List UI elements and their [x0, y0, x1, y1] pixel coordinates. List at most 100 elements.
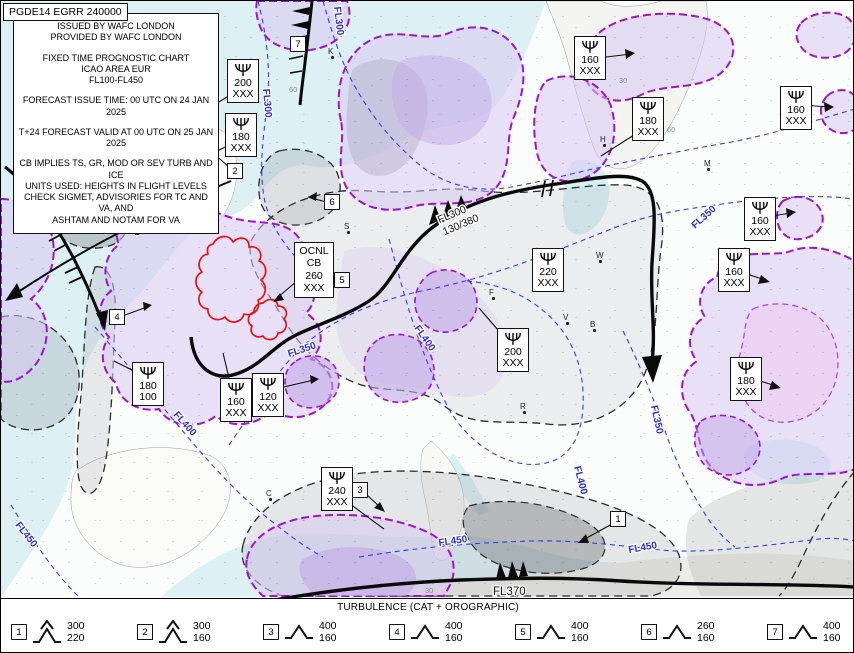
mtw-base-level: XXX [225, 407, 247, 420]
legend-base-level: 160 [697, 632, 715, 645]
mountain-wave-icon [752, 201, 768, 214]
flight-level-label: FL450 [438, 534, 469, 549]
location-dot [331, 56, 334, 59]
mtw-base-level: XXX [579, 65, 601, 78]
mountain-wave-icon [228, 382, 244, 395]
mtw-east-small-a [819, 89, 853, 135]
mtw-base-level: XXX [749, 226, 771, 239]
location-marker: C [266, 489, 272, 501]
flight-level-label: FL300 [331, 6, 345, 36]
pointer-arrowheads [143, 49, 834, 543]
mountain-wave-box: 200 XXX [227, 59, 259, 103]
graticule-number: 60 [667, 125, 676, 134]
mountain-wave-box: 180 XXX [225, 113, 257, 157]
fl300-west-line [257, 1, 316, 292]
chart-id-box: PGDE14 EGRR 240000 [3, 3, 128, 21]
legend-top-level: 400 [823, 620, 841, 632]
mountain-wave-box: 160 XXX [718, 248, 750, 292]
mtw-base-level: 100 [139, 391, 157, 404]
legend-item-levels: 400 160 [823, 620, 841, 644]
legend-item: 7 400 160 [767, 620, 841, 644]
fl450-west-line [10, 504, 80, 598]
legend-item-levels: 300 160 [193, 620, 211, 644]
mtw-base-level: XXX [637, 126, 659, 139]
legend-item: 5 400 160 [515, 620, 589, 644]
legend-item: 1 300 220 [11, 620, 85, 644]
cb-outlines [195, 235, 288, 341]
jet-top [298, 1, 314, 106]
land-iberia [70, 447, 231, 568]
mountain-wave-icon [235, 63, 251, 76]
moderate-turbulence-icon [285, 624, 313, 640]
location-marker: H [600, 135, 606, 147]
legend-top-level: 400 [319, 620, 337, 632]
jet-south [276, 576, 853, 598]
info-paragraph: CB IMPLIES TS, GR, MOD OR SEV TURB AND I… [19, 158, 213, 225]
fl450-line [358, 537, 853, 558]
legend-top-level: 300 [67, 620, 85, 632]
mtw-base-level: XXX [735, 386, 757, 399]
location-marker: S [344, 222, 350, 234]
legend-top-level: 300 [193, 620, 211, 632]
area-number-marker: 3 [352, 482, 368, 498]
fl400-east-line [388, 238, 584, 465]
mountain-wave-icon [140, 366, 156, 379]
legend-top-level: 400 [571, 620, 589, 632]
mtw-base-level: XXX [232, 88, 254, 101]
ocnl-cb-box: OCNL CB 260 XXX [294, 242, 334, 298]
location-dot [707, 168, 710, 171]
mountain-wave-box: 120 XXX [252, 373, 284, 417]
location-marker: W [596, 251, 604, 263]
info-paragraph: FIXED TIME PROGNOSTIC CHART ICAO AREA EUR… [42, 52, 190, 86]
legend-top-level: 260 [697, 620, 715, 632]
mtw-top-level: 160 [751, 215, 769, 227]
legend-item-number: 3 [263, 624, 279, 641]
mtw-top-level: 200 [234, 77, 252, 89]
legend-item-number: 2 [137, 624, 153, 641]
location-marker: V [563, 313, 569, 325]
info-paragraph: FORECAST ISSUE TIME: 00 UTC ON 24 JAN 20… [22, 95, 210, 117]
legend-item-levels: 400 160 [445, 620, 463, 644]
mtw-top-level: 120 [259, 391, 277, 403]
mtw-top-level: 160 [787, 104, 805, 116]
legend-base-level: 160 [193, 632, 211, 645]
severe-turbulence-icon [159, 620, 187, 644]
mountain-wave-box: 160 XXX [220, 378, 252, 422]
location-dot [347, 231, 350, 234]
location-marker: R [520, 402, 526, 414]
area-number-marker: 7 [290, 36, 306, 52]
mtw-top-level: 160 [581, 54, 599, 66]
legend-item-levels: 400 160 [571, 620, 589, 644]
cat-area-6 [258, 148, 341, 226]
mtw-base-level: XXX [723, 277, 745, 290]
mountain-wave-box: 180 XXX [730, 357, 762, 401]
jet-main [189, 174, 656, 378]
mountain-wave-icon [582, 40, 598, 53]
mtw-base-level: XXX [502, 357, 524, 370]
mtw-top-level: 240 [328, 485, 346, 497]
legend-base-level: 160 [571, 632, 589, 645]
location-marker: M [704, 159, 711, 171]
mtw-top-center [337, 26, 525, 211]
mtw-top-level: 220 [539, 266, 557, 278]
mountain-wave-icon [505, 332, 521, 345]
legend-item-number: 1 [11, 624, 27, 641]
severe-turbulence-icon [33, 620, 61, 644]
area-number-marker: 2 [227, 163, 243, 179]
jet-barbs [288, 55, 304, 74]
legend-item-levels: 400 160 [319, 620, 337, 644]
graticule-number: 60 [289, 85, 298, 94]
cat-areas [1, 148, 682, 597]
mtw-base-level: XXX [537, 277, 559, 290]
mtw-core-east-low [693, 414, 761, 476]
location-dot [269, 498, 272, 501]
location-dot [599, 260, 602, 263]
mountain-wave-box: 160 XXX [744, 197, 776, 241]
legend-item: 3 400 160 [263, 620, 337, 644]
legend-item-number: 6 [641, 624, 657, 641]
legend-item-levels: 300 220 [67, 620, 85, 644]
mtw-core-3 [414, 269, 478, 333]
mtw-core-2 [363, 333, 435, 403]
flight-level-label: FL300 [260, 88, 274, 118]
